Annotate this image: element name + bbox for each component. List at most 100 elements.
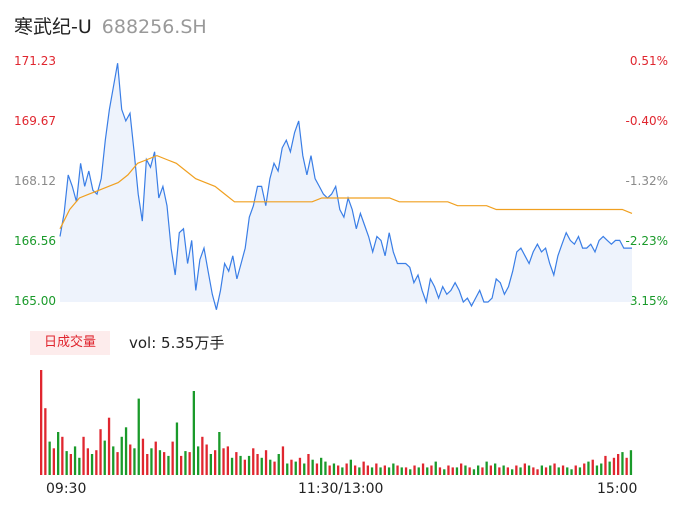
volume-bar [192, 391, 195, 475]
volume-bar [515, 465, 518, 475]
volume-bar [281, 446, 285, 475]
volume-bar [387, 467, 391, 475]
volume-bar [464, 465, 467, 475]
volume-bar [583, 463, 586, 475]
volume-bar [65, 451, 68, 475]
volume-bar [341, 467, 344, 475]
volume-bar [557, 467, 560, 475]
volume-bar [303, 463, 306, 475]
volume-bar [260, 457, 263, 475]
volume-bar [489, 465, 492, 475]
volume-bar [494, 463, 497, 475]
volume-bar [57, 432, 60, 475]
volume-bar [269, 459, 272, 475]
volume-bar [264, 450, 268, 475]
volume-bar [184, 451, 187, 475]
volume-bar [286, 463, 289, 475]
volume-bar [129, 444, 132, 475]
volume-bar [392, 463, 395, 475]
volume-bar [349, 459, 352, 475]
volume-bar [294, 461, 297, 475]
volume-bar [256, 454, 259, 475]
volume-bar [574, 465, 577, 475]
volume-bar [44, 408, 47, 475]
volume-bar [358, 467, 361, 475]
volume-bar [536, 469, 539, 475]
volume-bar [485, 461, 488, 475]
volume-bar [578, 467, 582, 475]
volume-bar [354, 465, 357, 475]
volume-bar [48, 441, 51, 475]
volume-bar [40, 370, 43, 475]
volume-bar [362, 461, 365, 475]
volume-bar [137, 398, 140, 475]
volume-bar [570, 469, 573, 475]
volume-bar [175, 422, 179, 475]
volume-bar [608, 461, 611, 475]
volume-bar [396, 465, 399, 475]
volume-bar [180, 455, 183, 475]
volume-bar [243, 459, 246, 475]
volume-bar [273, 461, 276, 475]
volume-bar [600, 463, 603, 475]
y-left-tick-4: 165.00 [14, 294, 56, 308]
volume-bar [468, 467, 471, 475]
y-right-tick-0: 0.51% [629, 54, 668, 68]
volume-bar [112, 446, 115, 475]
volume-bar [591, 459, 594, 475]
y-left-tick-1: 169.67 [14, 114, 56, 128]
volume-bar [61, 436, 64, 475]
volume-bar [209, 454, 212, 475]
volume-bar [120, 436, 123, 475]
volume-bar [163, 452, 166, 475]
volume-bar [158, 450, 162, 475]
x-tick-open: 09:30 [46, 481, 87, 497]
volume-bar [404, 467, 408, 475]
volume-bar [426, 467, 429, 475]
volume-bar [383, 465, 386, 475]
volume-bar [103, 440, 106, 475]
volume-bar [328, 465, 331, 475]
volume-bar [519, 467, 522, 475]
volume-bar [154, 441, 157, 475]
page-title: 寒武纪-U 688256.SH [14, 12, 207, 39]
volume-bar [604, 455, 607, 475]
y-right-tick-1: -0.40% [625, 114, 668, 128]
volume-bar [612, 457, 616, 475]
volume-bar [332, 463, 336, 475]
volume-bar [477, 465, 480, 475]
x-tick-close: 15:00 [597, 481, 638, 497]
volume-bar [455, 467, 459, 475]
volume-bar [201, 436, 204, 475]
volume-bar [218, 432, 221, 475]
volume-bar [315, 463, 319, 475]
volume-bar [430, 465, 433, 475]
y-right-tick-4: -3.15% [625, 294, 668, 308]
volume-bar [82, 436, 85, 475]
volume-bar [226, 446, 229, 475]
volume-bar [472, 469, 476, 475]
volume-bar [214, 450, 217, 475]
volume-bar [124, 427, 128, 475]
volume-bar [413, 465, 416, 475]
volume-bar [247, 455, 251, 475]
volume-bar [523, 463, 526, 475]
volume-bar [379, 467, 382, 475]
volume-bar [230, 457, 234, 475]
y-right-tick-2: -1.32% [625, 174, 668, 188]
volume-bar [421, 463, 425, 475]
volume-bar [400, 467, 403, 475]
volume-bar [167, 455, 170, 475]
volume-bar [447, 465, 450, 475]
volume-bar [587, 461, 590, 475]
y-left-tick-3: 166.56 [14, 234, 56, 248]
volume-bar [617, 454, 620, 475]
stock-name: 寒武纪-U [14, 16, 92, 38]
volume-bar [502, 465, 505, 475]
volume-bar [345, 463, 348, 475]
volume-bar [621, 452, 624, 475]
x-tick-midday: 11:30/13:00 [298, 481, 384, 497]
volume-bar [235, 452, 238, 475]
volume-bar [443, 469, 446, 475]
